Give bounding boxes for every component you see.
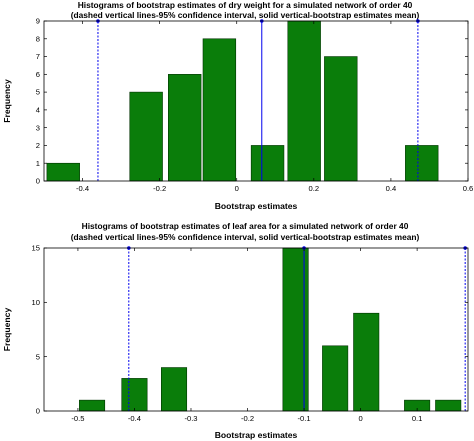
- y-tick-label: 4: [36, 105, 40, 114]
- x-tick-label: -0.2: [241, 414, 254, 423]
- x-axis-label: Bootstrap estimates: [215, 201, 298, 211]
- x-tick-label: -0.5: [71, 414, 84, 423]
- x-tick-label: 0.2: [309, 184, 320, 193]
- x-tick-label: 0.4: [386, 184, 397, 193]
- x-tick-label: -0.4: [76, 184, 89, 193]
- y-tick-label: 0: [36, 177, 40, 186]
- histogram-bar: [168, 74, 202, 182]
- x-tick-label: -0.4: [128, 414, 141, 423]
- x-tick-label: 0.6: [463, 184, 474, 193]
- y-tick-label: 9: [36, 17, 40, 26]
- axis-ticks: -0.5 -0.4 -0.3 -0.2 -0.1 0 0.1 0 5 10 15: [32, 244, 468, 423]
- x-tick-label: -0.2: [153, 184, 166, 193]
- y-tick-label: 2: [36, 141, 40, 150]
- x-axis-label: Bootstrap estimates: [215, 430, 298, 440]
- histogram-bar: [121, 378, 148, 412]
- histogram-bar: [405, 145, 439, 182]
- y-axis-label: Frequency: [2, 308, 12, 352]
- plot-marks: [46, 19, 439, 182]
- histogram-bar: [202, 38, 237, 182]
- histogram-bar: [250, 145, 285, 182]
- y-tick-label: 15: [32, 244, 40, 253]
- y-tick-label: 5: [36, 88, 40, 97]
- x-tick-label: -0.1: [298, 414, 311, 423]
- dry-weight-histogram: Histograms of bootstrap estimates of dry…: [2, 0, 473, 211]
- x-tick-label: 0: [358, 414, 362, 423]
- histogram-bar: [322, 345, 349, 412]
- y-axis-label: Frequency: [2, 79, 12, 123]
- x-tick-label: -0.3: [184, 414, 197, 423]
- chart-title-line1: Histograms of bootstrap estimates of dry…: [78, 0, 413, 10]
- histogram-bar: [324, 56, 358, 182]
- axis-ticks: -0.4 -0.2 0 0.2 0.4 0.6 0 1 2 3 4 5 6 7 8 9: [36, 17, 474, 193]
- histogram-bar: [46, 162, 80, 182]
- histogram-bar: [129, 91, 163, 182]
- x-tick-label: 0.1: [412, 414, 423, 423]
- histogram-bar: [287, 20, 321, 182]
- y-tick-label: 5: [36, 352, 40, 361]
- y-tick-label: 10: [32, 298, 40, 307]
- plot-frame: [43, 247, 469, 412]
- y-tick-label: 7: [36, 52, 40, 61]
- y-tick-label: 1: [36, 159, 40, 168]
- histogram-bar: [353, 312, 380, 412]
- y-tick-label: 3: [36, 123, 40, 132]
- x-tick-label: 0: [235, 184, 239, 193]
- chart-title-line2: (dashed vertical lines-95% confidence in…: [71, 10, 420, 20]
- y-tick-label: 0: [36, 407, 40, 416]
- histogram-bar: [79, 399, 106, 412]
- plot-marks: [79, 246, 467, 412]
- y-tick-label: 8: [36, 34, 40, 43]
- plot-frame: [43, 20, 469, 182]
- leaf-area-histogram: Histograms of bootstrap estimates of lea…: [2, 221, 469, 440]
- chart-title-line1: Histograms of bootstrap estimates of lea…: [82, 221, 409, 231]
- chart-title-line2: (dashed vertical lines-95% confidence in…: [71, 232, 420, 242]
- y-tick-label: 6: [36, 70, 40, 79]
- histogram-bar: [161, 367, 188, 412]
- histogram-bar: [435, 399, 462, 412]
